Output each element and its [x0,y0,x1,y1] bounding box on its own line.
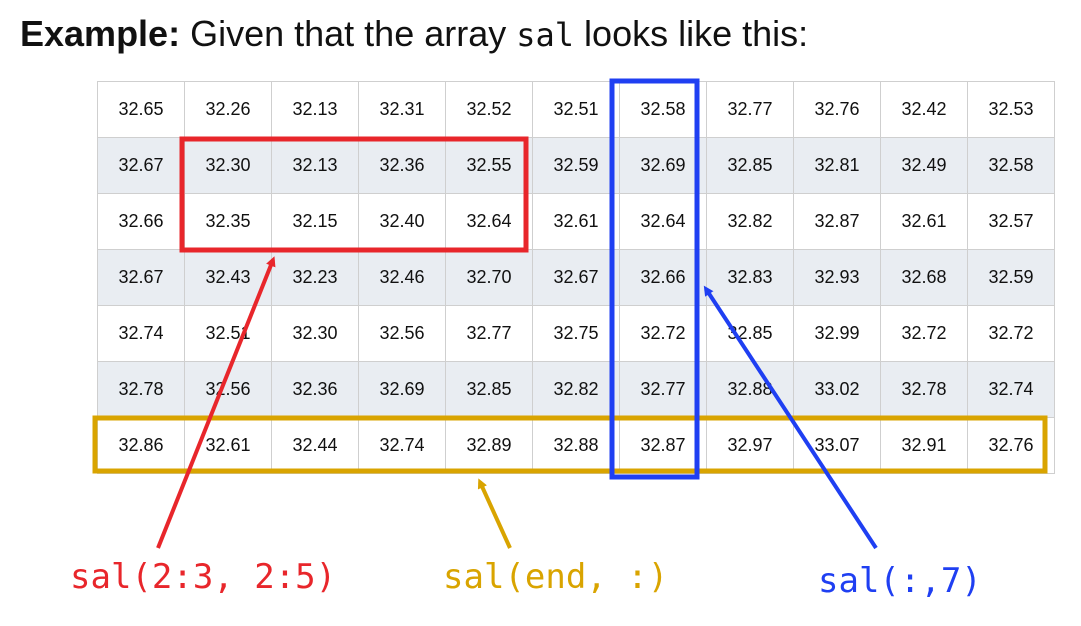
table-cell: 32.66 [97,193,185,250]
table-cell: 32.61 [880,193,968,250]
table-cell: 32.59 [967,249,1055,306]
table-cell: 32.13 [271,137,359,194]
table-cell: 32.72 [880,305,968,362]
table-cell: 32.78 [880,361,968,418]
table-cell: 32.67 [532,249,620,306]
table-cell: 32.43 [184,249,272,306]
table-row: 32.86 32.61 32.44 32.74 32.89 32.88 32.87 32.97… [97,417,1055,474]
table-cell: 32.67 [97,137,185,194]
table-cell: 32.64 [445,193,533,250]
table-cell: 32.44 [271,417,359,474]
heading-code: sal [516,16,575,54]
table-cell: 32.36 [358,137,446,194]
table-cell: 32.56 [358,305,446,362]
table-cell: 32.74 [967,361,1055,418]
table-cell: 32.72 [967,305,1055,362]
heading: Example: Given that the array sal looks … [20,14,808,55]
table-cell: 32.13 [271,81,359,138]
table-cell: 32.64 [619,193,707,250]
table-cell: 32.51 [184,305,272,362]
table-cell: 32.46 [358,249,446,306]
heading-text-before: Given that the array [180,13,517,54]
table-cell: 32.88 [532,417,620,474]
table-cell: 32.74 [97,305,185,362]
table-cell: 32.75 [532,305,620,362]
table-cell: 32.77 [706,81,794,138]
table-cell: 32.83 [706,249,794,306]
table-cell: 32.51 [532,81,620,138]
table-cell: 32.82 [706,193,794,250]
table-row: 32.74 32.51 32.30 32.56 32.77 32.75 32.72 32.85… [97,305,1055,362]
table-cell: 32.30 [271,305,359,362]
table-cell: 32.42 [880,81,968,138]
table-cell: 32.76 [967,417,1055,474]
table-cell: 32.53 [967,81,1055,138]
table-cell: 32.93 [793,249,881,306]
table-cell: 32.99 [793,305,881,362]
table-cell: 32.69 [619,137,707,194]
table-cell: 32.91 [880,417,968,474]
gold-arrow [477,478,512,549]
table-row: 32.78 32.56 32.36 32.69 32.85 32.82 32.77 32.88… [97,361,1055,418]
heading-bold-label: Example: [20,13,181,54]
table-cell: 32.52 [445,81,533,138]
table-cell: 32.67 [97,249,185,306]
table-cell: 32.70 [445,249,533,306]
table-row: 32.66 32.35 32.15 32.40 32.64 32.61 32.64 32.82… [97,193,1055,250]
table-cell: 32.61 [184,417,272,474]
blue-annotation-label: sal(:,7) [818,561,982,601]
table-cell: 32.31 [358,81,446,138]
table-cell: 32.15 [271,193,359,250]
table-cell: 32.61 [532,193,620,250]
table-cell: 32.77 [619,361,707,418]
table-cell: 32.49 [880,137,968,194]
table-cell: 32.87 [619,417,707,474]
heading-text-after: looks like this: [574,13,809,54]
table-row: 32.67 32.30 32.13 32.36 32.55 32.59 32.69 32.85… [97,137,1055,194]
table-cell: 32.88 [706,361,794,418]
table-cell: 32.97 [706,417,794,474]
table-cell: 32.55 [445,137,533,194]
table-cell: 32.85 [445,361,533,418]
table-cell: 32.66 [619,249,707,306]
table-cell: 32.89 [445,417,533,474]
gold-annotation-label: sal(end, :) [443,557,669,597]
table-cell: 32.58 [967,137,1055,194]
table-cell: 32.40 [358,193,446,250]
table-row: 32.67 32.43 32.23 32.46 32.70 32.67 32.66 32.83… [97,249,1055,306]
table-cell: 32.86 [97,417,185,474]
table-cell: 32.30 [184,137,272,194]
table-cell: 32.23 [271,249,359,306]
table-cell: 32.65 [97,81,185,138]
sal-array-table: 32.65 32.26 32.13 32.31 32.52 32.51 32.58 32.77… [97,81,1055,474]
table-cell: 32.72 [619,305,707,362]
table-cell: 32.36 [271,361,359,418]
table-cell: 32.74 [358,417,446,474]
table-cell: 32.26 [184,81,272,138]
table-cell: 32.77 [445,305,533,362]
table-cell: 32.85 [706,137,794,194]
table-cell: 32.68 [880,249,968,306]
table-cell: 32.57 [967,193,1055,250]
table-cell: 32.81 [793,137,881,194]
table-cell: 32.58 [619,81,707,138]
table-row: 32.65 32.26 32.13 32.31 32.52 32.51 32.58 32.77… [97,81,1055,138]
table-cell: 32.87 [793,193,881,250]
table-cell: 32.69 [358,361,446,418]
table-cell: 33.07 [793,417,881,474]
table-cell: 33.02 [793,361,881,418]
table-cell: 32.82 [532,361,620,418]
table-cell: 32.56 [184,361,272,418]
table-cell: 32.85 [706,305,794,362]
table-cell: 32.78 [97,361,185,418]
table-cell: 32.59 [532,137,620,194]
red-annotation-label: sal(2:3, 2:5) [70,557,337,597]
table-cell: 32.35 [184,193,272,250]
table-cell: 32.76 [793,81,881,138]
